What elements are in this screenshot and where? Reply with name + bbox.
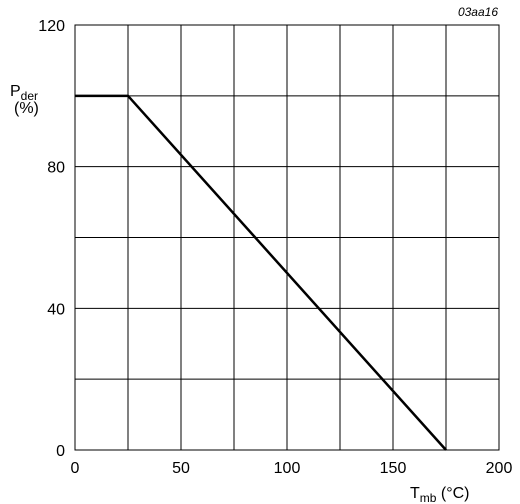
y-tick-labels: 0 40 80 120 bbox=[38, 18, 65, 460]
series-group bbox=[75, 94, 447, 451]
x-axis-unit: (°C) bbox=[436, 485, 469, 502]
y-tick-label: 120 bbox=[38, 18, 65, 35]
x-tick-labels: 0 50 100 150 200 bbox=[71, 460, 513, 477]
x-axis-label-sub: mb bbox=[420, 491, 437, 504]
svg-text:Pder: Pder bbox=[10, 83, 38, 103]
svg-text:Tmb (°C): Tmb (°C) bbox=[410, 485, 470, 504]
y-tick-label: 0 bbox=[56, 443, 65, 460]
x-tick-label: 100 bbox=[274, 460, 301, 477]
y-axis-label: Pder (%) bbox=[10, 83, 39, 117]
x-tick-label: 150 bbox=[380, 460, 407, 477]
x-axis-label: Tmb (°C) bbox=[410, 485, 470, 504]
y-tick-label: 80 bbox=[47, 160, 65, 177]
derating-curve bbox=[75, 94, 447, 451]
y-axis-unit: (%) bbox=[14, 100, 39, 117]
y-tick-label: 40 bbox=[47, 301, 65, 318]
x-tick-label: 200 bbox=[486, 460, 513, 477]
grid-lines bbox=[75, 25, 499, 450]
x-tick-label: 0 bbox=[71, 460, 80, 477]
plot-frame bbox=[74, 24, 500, 451]
y-axis-label-sub: der bbox=[21, 89, 38, 103]
y-axis-label-main: P bbox=[10, 83, 21, 100]
figure-code: 03aa16 bbox=[458, 5, 498, 19]
x-tick-label: 50 bbox=[172, 460, 190, 477]
x-axis-label-main: T bbox=[410, 485, 420, 502]
